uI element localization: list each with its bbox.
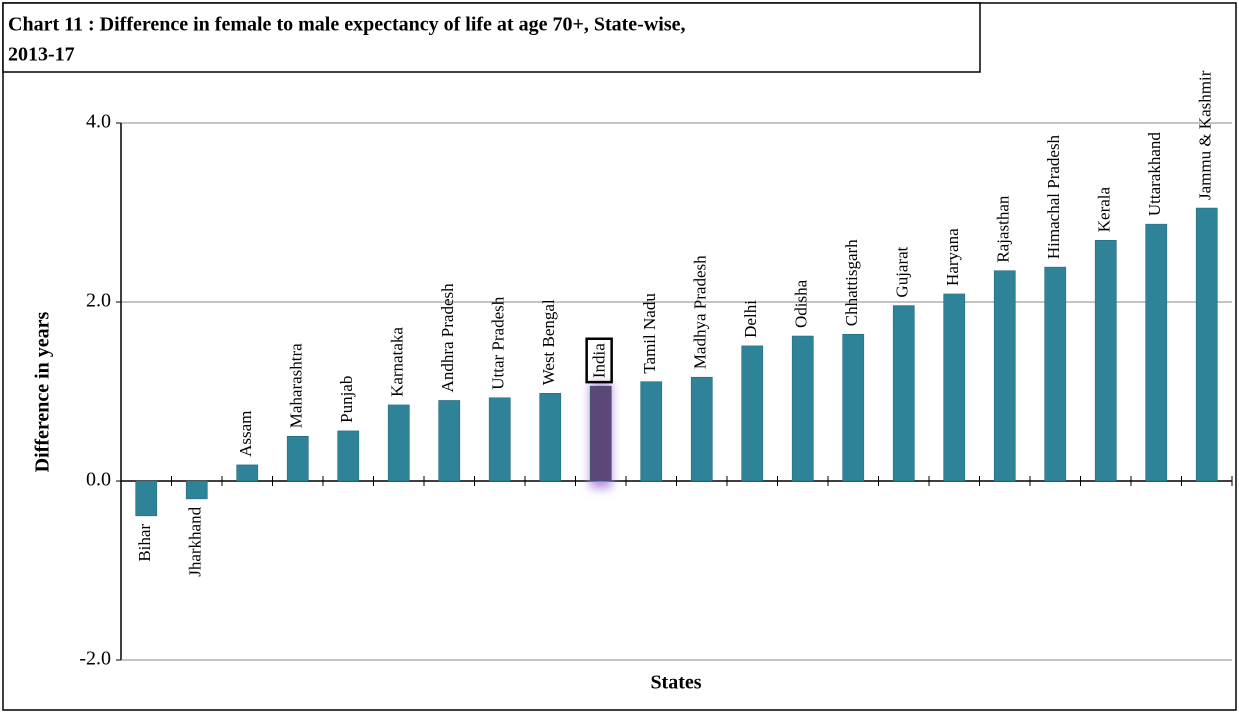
category-label: Andhra Pradesh	[438, 283, 457, 393]
bar	[286, 436, 309, 482]
title-box	[2, 2, 981, 73]
bar	[1044, 266, 1067, 482]
bar	[892, 305, 915, 482]
y-tick-label: -2.0	[79, 648, 111, 670]
bar	[539, 393, 562, 482]
bar	[135, 480, 158, 517]
category-label: Punjab	[337, 376, 356, 423]
bar	[185, 480, 208, 500]
bar	[791, 335, 814, 482]
category-label: India	[590, 343, 609, 378]
bar	[1195, 207, 1218, 482]
category-label: Tamil Nadu	[640, 293, 659, 374]
category-label: Gujarat	[893, 246, 912, 297]
bar	[993, 270, 1016, 482]
bar	[690, 376, 713, 482]
category-label: Jharkhand	[186, 506, 205, 576]
x-axis-label: States	[650, 672, 701, 694]
category-label: Haryana	[943, 228, 962, 286]
bar	[842, 333, 865, 482]
category-label: Odisha	[792, 279, 811, 328]
category-label: Uttarakhand	[1145, 132, 1164, 217]
category-label: Himachal Pradesh	[1044, 134, 1063, 259]
y-tick-label: 0.0	[86, 469, 111, 491]
bar	[589, 385, 612, 482]
category-label: Jammu & Kashmir	[1196, 70, 1215, 200]
category-label: Chhattisgarh	[842, 239, 861, 326]
category-label: Bihar	[135, 524, 154, 562]
chart-title: Chart 11 : Difference in female to male …	[8, 14, 686, 36]
bar	[1145, 223, 1168, 482]
bar	[741, 345, 764, 482]
category-label: Delhi	[741, 300, 760, 338]
bar	[236, 464, 259, 482]
y-tick-label: 4.0	[86, 111, 111, 133]
bar	[337, 430, 360, 482]
bar	[488, 397, 511, 482]
category-label: Uttar Pradesh	[489, 296, 508, 390]
bar	[438, 400, 461, 482]
y-tick-label: 2.0	[86, 290, 111, 312]
y-axis-label: Difference in years	[32, 311, 54, 472]
category-label: Maharashtra	[287, 343, 306, 428]
category-label: Assam	[236, 411, 255, 457]
category-label: Kerala	[1095, 186, 1114, 232]
category-label: Madhya Pradesh	[691, 255, 710, 369]
highlight-box	[585, 337, 613, 384]
chart-subtitle: 2013-17	[8, 44, 75, 66]
category-label: Karnataka	[388, 327, 407, 397]
bar	[1094, 239, 1117, 482]
category-label: West Bengal	[539, 299, 558, 385]
bar	[387, 404, 410, 482]
bar	[640, 381, 663, 482]
bar	[943, 293, 966, 482]
category-label: Rajasthan	[994, 195, 1013, 263]
